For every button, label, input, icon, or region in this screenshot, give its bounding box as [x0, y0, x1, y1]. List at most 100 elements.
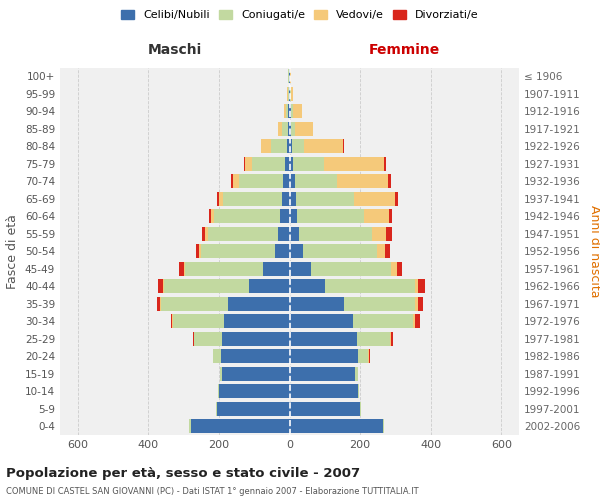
Bar — [290, 402, 360, 415]
Bar — [377, 244, 385, 258]
Bar — [391, 332, 392, 345]
Bar — [184, 262, 185, 276]
Text: Femmine: Femmine — [368, 43, 440, 57]
Bar — [290, 70, 291, 83]
Bar — [360, 402, 361, 415]
Bar — [173, 314, 224, 328]
Bar — [290, 332, 356, 345]
Bar — [289, 87, 290, 101]
Bar — [295, 122, 313, 136]
Bar — [219, 192, 223, 205]
Bar — [224, 314, 290, 328]
Bar — [217, 402, 290, 415]
Bar — [200, 244, 275, 258]
Bar — [209, 210, 211, 223]
Bar — [164, 280, 249, 293]
Bar — [413, 314, 415, 328]
Text: COMUNE DI CASTEL SAN GIOVANNI (PC) - Dati ISTAT 1° gennaio 2007 - Elaborazione T: COMUNE DI CASTEL SAN GIOVANNI (PC) - Dat… — [6, 488, 419, 496]
Bar — [202, 227, 205, 240]
Bar — [289, 104, 290, 118]
Bar — [231, 174, 233, 188]
Bar — [278, 227, 290, 240]
Bar — [290, 244, 303, 258]
Bar — [287, 140, 290, 153]
Bar — [358, 384, 359, 398]
Bar — [284, 104, 286, 118]
Bar — [291, 122, 295, 136]
Bar — [218, 384, 219, 398]
Bar — [369, 350, 370, 363]
Bar — [194, 332, 223, 345]
Bar — [344, 297, 415, 310]
Bar — [239, 174, 283, 188]
Bar — [388, 174, 391, 188]
Bar — [290, 122, 291, 136]
Bar — [356, 332, 390, 345]
Bar — [386, 227, 392, 240]
Bar — [282, 192, 290, 205]
Bar — [185, 262, 263, 276]
Bar — [290, 192, 296, 205]
Bar — [219, 384, 290, 398]
Bar — [158, 280, 163, 293]
Bar — [189, 420, 191, 433]
Bar — [325, 280, 415, 293]
Bar — [290, 262, 311, 276]
Bar — [415, 297, 418, 310]
Bar — [252, 157, 285, 170]
Bar — [271, 140, 287, 153]
Bar — [280, 210, 290, 223]
Bar — [355, 367, 358, 380]
Bar — [283, 174, 290, 188]
Bar — [214, 210, 280, 223]
Bar — [290, 384, 358, 398]
Bar — [304, 140, 343, 153]
Bar — [172, 314, 173, 328]
Bar — [290, 210, 297, 223]
Bar — [343, 140, 344, 153]
Text: Popolazione per età, sesso e stato civile - 2007: Popolazione per età, sesso e stato civil… — [6, 468, 360, 480]
Bar — [161, 297, 228, 310]
Y-axis label: Anni di nascita: Anni di nascita — [587, 205, 600, 298]
Bar — [391, 262, 397, 276]
Bar — [418, 297, 422, 310]
Bar — [283, 122, 288, 136]
Bar — [354, 192, 395, 205]
Bar — [296, 192, 354, 205]
Bar — [397, 262, 402, 276]
Bar — [157, 297, 160, 310]
Bar — [290, 140, 292, 153]
Bar — [208, 227, 278, 240]
Bar — [199, 244, 200, 258]
Bar — [311, 262, 391, 276]
Bar — [290, 104, 293, 118]
Bar — [289, 70, 290, 83]
Bar — [418, 280, 425, 293]
Bar — [395, 192, 398, 205]
Bar — [290, 227, 299, 240]
Text: Maschi: Maschi — [148, 43, 202, 57]
Bar — [415, 280, 418, 293]
Bar — [278, 122, 283, 136]
Bar — [290, 280, 325, 293]
Bar — [390, 332, 391, 345]
Bar — [290, 420, 383, 433]
Bar — [160, 297, 161, 310]
Bar — [223, 367, 290, 380]
Bar — [293, 104, 302, 118]
Legend: Celibi/Nubili, Coniugati/e, Vedovi/e, Divorziati/e: Celibi/Nubili, Coniugati/e, Vedovi/e, Di… — [117, 6, 483, 25]
Bar — [364, 210, 389, 223]
Bar — [290, 87, 293, 101]
Bar — [263, 262, 290, 276]
Bar — [285, 157, 290, 170]
Bar — [389, 210, 392, 223]
Bar — [290, 297, 344, 310]
Bar — [290, 367, 355, 380]
Bar — [220, 367, 223, 380]
Bar — [290, 314, 353, 328]
Bar — [415, 314, 420, 328]
Bar — [275, 244, 290, 258]
Bar — [292, 140, 304, 153]
Bar — [286, 104, 289, 118]
Bar — [163, 280, 164, 293]
